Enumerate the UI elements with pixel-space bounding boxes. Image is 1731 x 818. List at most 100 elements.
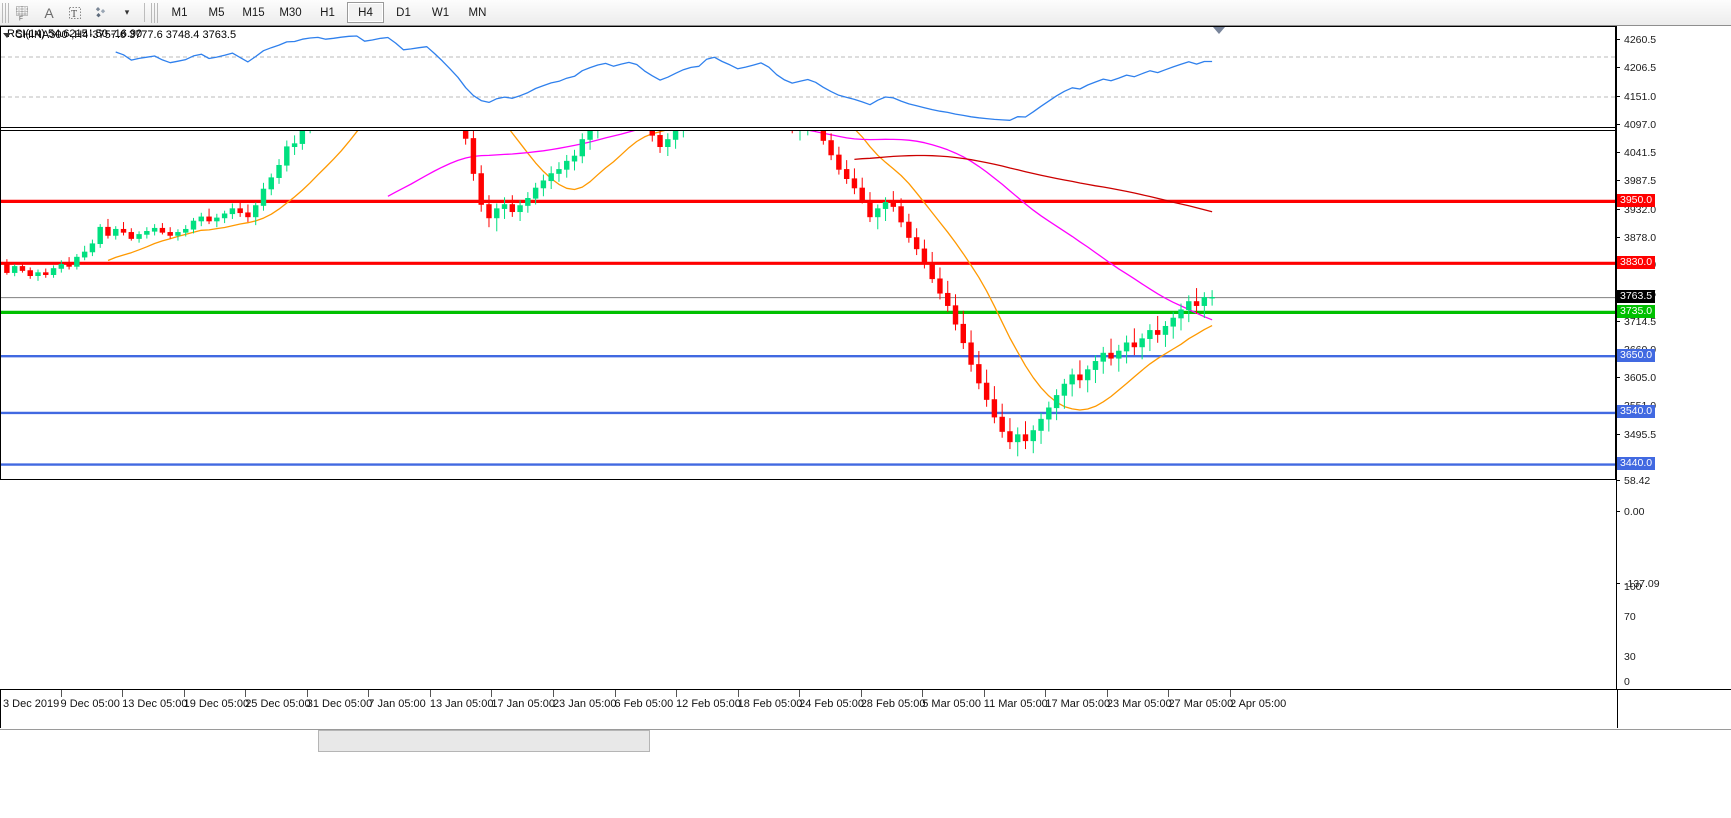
price-tick: 3605.0	[1616, 372, 1731, 384]
price-axis[interactable]: 4260.5 4206.5 4151.0 4097.0 4041.5 3987.5 3932…	[1616, 26, 1731, 792]
time-axis-separator	[983, 690, 985, 697]
rsi-tick: 30	[1616, 651, 1731, 663]
main-toolbar: F A T ▾ M1 M5 M15 M30 H1 H4 D1 W1 MN	[0, 0, 1731, 26]
timeframe-m1[interactable]: M1	[171, 6, 188, 19]
time-axis[interactable]: 3 Dec 2019 9 Dec 05:00 13 Dec 05:00 19 Dec …	[0, 690, 1618, 728]
price-tick-label: 4151.0	[1624, 90, 1657, 103]
price-tick: 3495.5	[1616, 429, 1731, 441]
time-axis-separator	[676, 690, 678, 697]
crosshair-f-icon[interactable]: F	[10, 2, 36, 24]
timeframe-m15[interactable]: M15	[242, 6, 265, 19]
symbol-header[interactable]: CHINA300-,H4 3757.6 3777.6 3748.4 3763.5	[3, 29, 236, 41]
macd-tick-label: -137.09	[1624, 578, 1660, 590]
time-axis-separator	[552, 690, 554, 697]
price-tick: 4206.5	[1616, 62, 1731, 74]
svg-text:T: T	[71, 9, 77, 20]
time-axis-label: 31 Dec 05:00	[306, 698, 373, 710]
time-axis-label: 18 Feb 05:00	[737, 698, 803, 710]
time-axis-separator	[737, 690, 739, 697]
price-tick: 3987.5	[1616, 175, 1731, 187]
toolbar-separator	[144, 3, 145, 22]
time-axis-label: 5 Mar 05:00	[922, 698, 981, 710]
time-axis-separator	[183, 690, 185, 697]
price-tick: 3714.5	[1616, 316, 1731, 328]
time-axis-separator	[1106, 690, 1108, 697]
price-tick-label: 3605.0	[1624, 372, 1657, 385]
rsi-tick: 70	[1616, 611, 1731, 623]
rsi-tick-label: 70	[1624, 611, 1636, 623]
chart-frame: CHINA300-,H4 3757.6 3777.6 3748.4 3763.5…	[0, 26, 1731, 818]
macd-tick: 58.42	[1616, 475, 1731, 487]
time-axis-label: 9 Dec 05:00	[60, 698, 120, 710]
horizontal-scrollbar[interactable]	[318, 730, 650, 752]
timeframe-mn[interactable]: MN	[468, 6, 487, 19]
time-axis-separator	[1045, 690, 1047, 697]
rsi-pane[interactable]: RSI(14) 54.6215	[0, 26, 1616, 128]
price-tick: 4097.0	[1616, 119, 1731, 131]
toolbar-drag-grip[interactable]	[2, 2, 9, 23]
axis-vertical-line	[1616, 26, 1617, 689]
timeframe-d1[interactable]: D1	[396, 6, 411, 19]
time-axis-separator	[60, 690, 62, 697]
time-axis-label: 27 Mar 05:00	[1168, 698, 1234, 710]
time-axis-label: 13 Jan 05:00	[429, 698, 494, 710]
symbol-name: CHINA300-,H4	[15, 29, 89, 41]
time-axis-separator	[1230, 690, 1231, 697]
time-axis-separator	[122, 690, 124, 697]
price-level-label[interactable]: 3540.0	[1617, 405, 1656, 419]
price-level-label[interactable]: 3830.0	[1617, 255, 1656, 269]
time-axis-separator	[922, 690, 924, 697]
timeframe-group: M1 M5 M15 M30 H1 H4 D1 W1 MN	[162, 2, 495, 23]
timeframe-m30[interactable]: M30	[279, 6, 302, 19]
text-a-icon[interactable]: A	[36, 2, 62, 24]
rsi-tick-label: 0	[1624, 676, 1630, 688]
timeframe-w1[interactable]: W1	[431, 6, 450, 19]
time-axis-label: 23 Jan 05:00	[552, 698, 617, 710]
text-label-icon[interactable]: T	[62, 2, 88, 24]
time-axis-top-border	[0, 689, 1731, 690]
timeframe-m5[interactable]: M5	[208, 6, 225, 19]
shapes-icon[interactable]	[88, 2, 114, 24]
timeframe-drag-grip[interactable]	[151, 2, 158, 23]
timeframe-h1[interactable]: H1	[320, 6, 335, 19]
macd-tick: 0.00	[1616, 506, 1731, 518]
price-tick: 3878.0	[1616, 232, 1731, 244]
chart-shift-marker[interactable]	[1213, 27, 1225, 34]
price-level-label[interactable]: 3735.0	[1617, 304, 1656, 318]
price-tick-label: 3714.5	[1624, 315, 1657, 328]
time-axis-label: 3 Dec 2019	[3, 698, 60, 710]
price-level-label[interactable]: 3950.0	[1617, 193, 1656, 207]
time-axis-separator	[245, 690, 247, 697]
time-axis-label: 24 Feb 05:00	[799, 698, 864, 710]
rsi-tick: 0	[1616, 676, 1731, 688]
chevron-down-icon[interactable]	[3, 32, 11, 38]
time-axis-label: 11 Mar 05:00	[983, 698, 1048, 710]
time-axis-separator	[614, 690, 616, 697]
time-axis-label: 6 Feb 05:00	[614, 698, 674, 710]
dropdown-arrow-glyph: ▾	[124, 7, 130, 17]
time-axis-label: 12 Feb 05:00	[676, 698, 741, 710]
price-level-label[interactable]: 3763.5	[1617, 290, 1656, 304]
price-tick-label: 4097.0	[1624, 118, 1657, 131]
price-tick-label: 4206.5	[1624, 62, 1657, 75]
time-axis-label: 13 Dec 05:00	[122, 698, 188, 710]
price-tick-label: 3878.0	[1624, 231, 1657, 244]
price-tick: 4151.0	[1616, 91, 1731, 103]
price-tick-label: 4041.5	[1624, 147, 1657, 160]
time-axis-label: 7 Jan 05:00	[368, 698, 426, 710]
price-level-label[interactable]: 3650.0	[1617, 348, 1656, 362]
shapes-dropdown-arrow-icon[interactable]: ▾	[114, 2, 140, 24]
time-axis-label: 2 Apr 05:00	[1230, 698, 1287, 710]
time-axis-label: 19 Dec 05:00	[183, 698, 250, 710]
macd-tick-label: 0.00	[1624, 505, 1645, 518]
rsi-tick-label: 100	[1624, 581, 1642, 593]
rsi-tick: 100	[1616, 581, 1731, 593]
time-axis-separator	[860, 690, 862, 697]
timeframe-h4[interactable]: H4	[347, 2, 384, 23]
time-axis-label: 25 Dec 05:00	[245, 698, 311, 710]
time-axis-separator	[799, 690, 801, 697]
price-level-label[interactable]: 3440.0	[1617, 457, 1656, 471]
time-axis-separator	[491, 690, 493, 697]
bottom-bar	[0, 729, 1731, 753]
time-axis-label: 17 Jan 05:00	[491, 698, 556, 710]
